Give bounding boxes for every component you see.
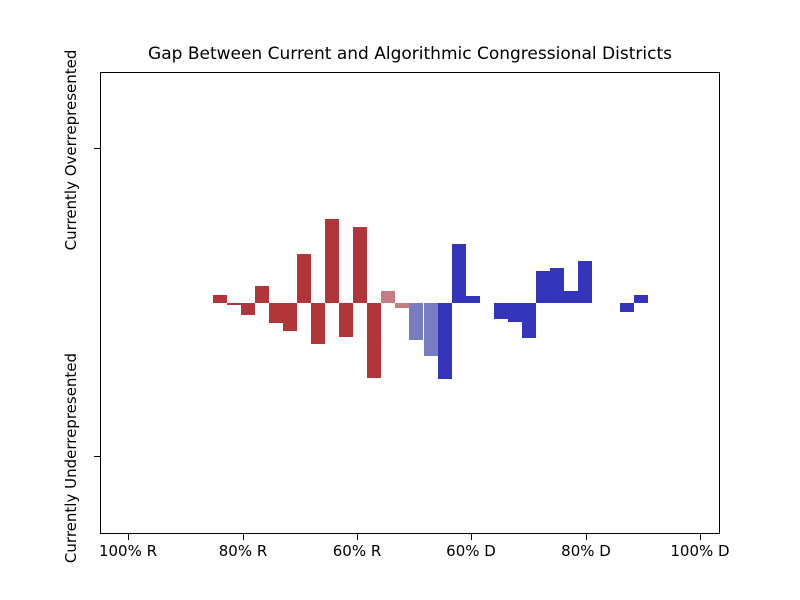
district-gap-bar xyxy=(451,244,466,303)
x-tick-label: 80% D xyxy=(561,542,611,560)
x-tick-label: 60% D xyxy=(446,542,496,560)
district-gap-bar xyxy=(409,303,424,340)
district-gap-bar xyxy=(240,303,255,315)
district-gap-bar xyxy=(353,227,368,303)
district-gap-bar xyxy=(465,296,480,303)
district-gap-bar xyxy=(521,303,536,338)
x-tick-mark xyxy=(700,534,701,540)
x-tick-label: 60% R xyxy=(332,542,382,560)
district-gap-bar xyxy=(423,303,438,356)
district-gap-bar xyxy=(493,303,508,319)
district-gap-bar xyxy=(212,295,227,303)
bars-layer xyxy=(101,73,719,533)
y-axis-label-overrepresented: Currently Overrepresented xyxy=(62,49,80,251)
plot-area xyxy=(100,72,720,534)
district-gap-bar xyxy=(226,303,241,305)
chart-title: Gap Between Current and Algorithmic Cong… xyxy=(148,44,672,64)
y-axis-label-underrepresented: Currently Underrepresented xyxy=(62,352,80,564)
district-gap-bar xyxy=(535,271,550,303)
district-gap-bar xyxy=(549,268,564,303)
district-gap-bar xyxy=(437,303,452,379)
district-gap-bar xyxy=(620,303,635,312)
x-tick-mark xyxy=(243,534,244,540)
x-tick-label: 80% R xyxy=(218,542,268,560)
district-gap-bar xyxy=(507,303,522,322)
district-gap-bar xyxy=(634,295,649,303)
district-gap-bar xyxy=(339,303,354,337)
district-gap-bar xyxy=(367,303,382,378)
district-gap-bar xyxy=(268,303,283,323)
x-tick-mark xyxy=(471,534,472,540)
district-gap-bar xyxy=(283,303,298,331)
x-tick-mark xyxy=(128,534,129,540)
district-gap-bar xyxy=(325,219,340,303)
x-tick-mark xyxy=(586,534,587,540)
district-gap-bar xyxy=(254,286,269,303)
y-tick-mark xyxy=(94,148,100,149)
district-gap-bar xyxy=(564,291,579,303)
x-tick-label: 100% R xyxy=(98,542,158,560)
x-tick-mark xyxy=(357,534,358,540)
x-tick-label: 100% D xyxy=(670,542,730,560)
district-gap-bar xyxy=(311,303,326,344)
district-gap-bar xyxy=(395,303,410,308)
district-gap-bar xyxy=(578,261,593,303)
district-gap-bar xyxy=(381,291,396,303)
y-tick-mark xyxy=(94,456,100,457)
district-gap-bar xyxy=(297,254,312,303)
